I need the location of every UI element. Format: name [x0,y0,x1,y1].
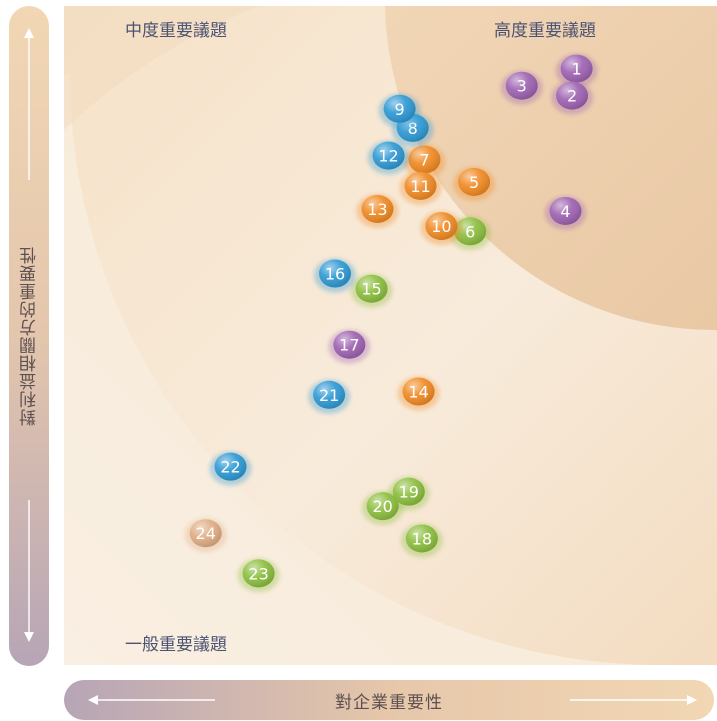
point-shine [425,212,458,241]
data-point-24: 24 [184,518,227,553]
point-shine [214,452,247,481]
point-shine [549,196,582,225]
data-point-23: 23 [237,558,280,593]
point-label: 24 [196,524,216,543]
point-label: 4 [560,202,570,221]
zone-medium-corner [64,6,260,130]
point-label: 19 [399,483,419,502]
data-point-18: 18 [400,523,443,558]
point-label: 20 [372,497,392,516]
data-point-4: 4 [544,195,587,230]
point-label: 14 [408,383,428,402]
data-point-16: 16 [313,258,356,293]
data-point-17: 17 [328,329,371,364]
data-point-15: 15 [350,273,393,308]
point-shine [454,217,487,246]
point-label: 17 [339,336,359,355]
point-shine [361,194,394,223]
point-label: 13 [367,200,387,219]
point-shine [242,559,275,588]
point-shine [313,380,346,409]
point-label: 7 [419,151,429,170]
data-point-20: 20 [361,491,404,526]
point-shine [383,94,416,123]
point-shine [318,259,351,288]
point-shine [560,54,593,83]
point-shine [355,274,388,303]
zone-label-general: 一般重要議題 [125,635,227,655]
point-label: 1 [572,60,582,79]
zone-label-high: 高度重要議題 [494,21,596,41]
data-point-22: 22 [209,451,252,486]
data-point-14: 14 [397,376,440,411]
point-label: 18 [412,529,432,548]
point-shine [392,477,425,506]
point-shine [505,71,538,100]
point-label: 2 [567,87,577,106]
point-shine [333,330,366,359]
data-point-1: 1 [555,53,598,88]
point-shine [404,171,437,200]
zone-label-medium: 中度重要議題 [125,21,227,41]
point-shine [366,492,399,521]
data-point-3: 3 [500,70,543,105]
point-label: 3 [517,77,527,96]
data-point-13: 13 [356,193,399,228]
point-label: 11 [410,177,430,196]
y-axis-arrow-down [24,500,34,642]
x-axis-label: 對企業重要性 [335,692,443,713]
point-label: 15 [361,280,381,299]
y-axis-arrow-up [24,28,34,180]
point-label: 21 [319,386,339,405]
point-label: 12 [378,147,398,166]
point-label: 9 [395,100,405,119]
x-axis-arrow-right [570,695,697,705]
point-shine [405,524,438,553]
point-label: 6 [465,222,475,241]
point-shine [556,81,589,110]
point-shine [402,377,435,406]
point-label: 22 [220,458,240,477]
point-label: 5 [469,173,479,192]
data-point-9: 9 [378,93,421,128]
x-axis-arrow-left [88,695,215,705]
point-label: 10 [431,217,451,236]
point-shine [372,141,405,170]
data-point-2: 2 [551,80,594,115]
point-label: 16 [325,265,345,284]
point-shine [189,519,222,548]
data-point-12: 12 [367,140,410,175]
point-shine [458,167,491,196]
data-point-7: 7 [403,144,446,179]
point-label: 8 [408,119,418,138]
data-point-21: 21 [308,379,351,414]
data-point-10: 10 [420,211,463,246]
data-point-5: 5 [453,166,496,201]
point-shine [408,145,441,174]
data-point-11: 11 [399,170,442,205]
point-label: 23 [248,564,268,583]
zone-high [385,6,717,331]
